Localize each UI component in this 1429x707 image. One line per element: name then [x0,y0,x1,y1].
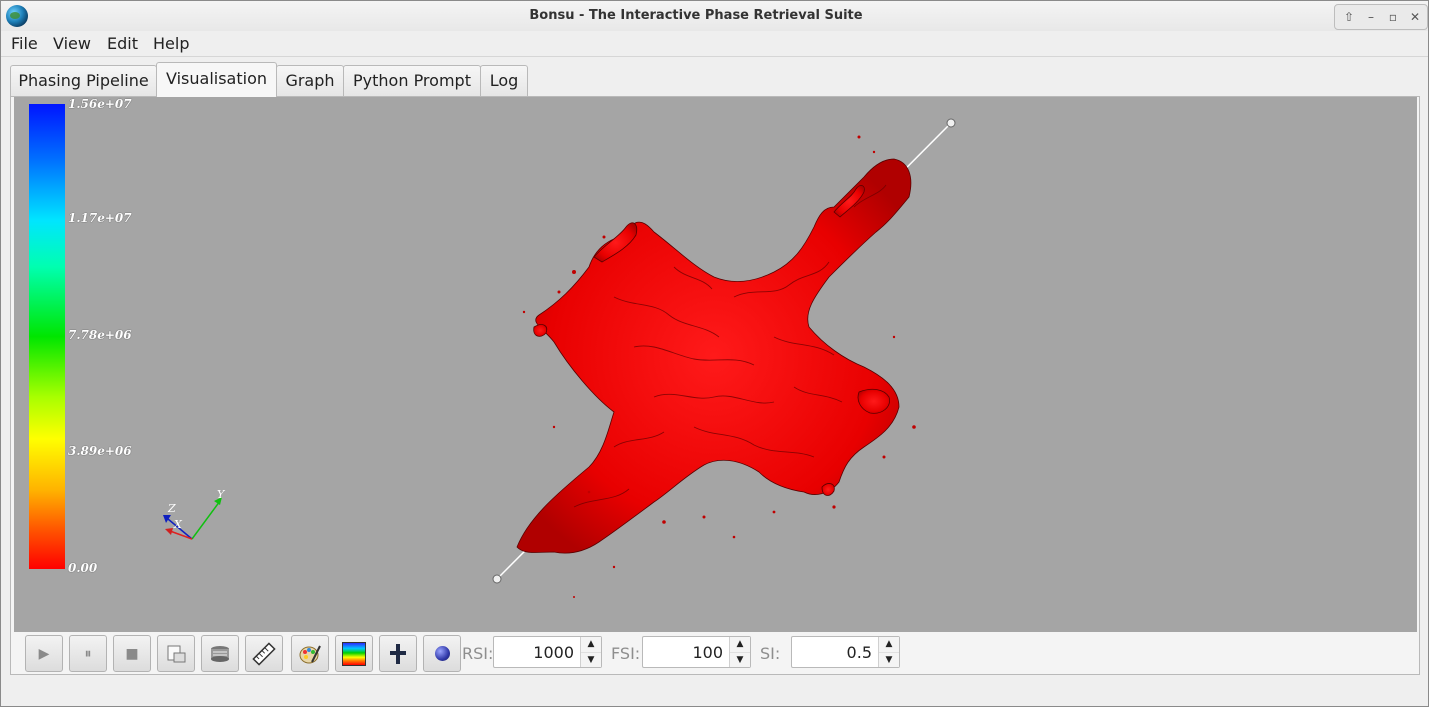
rsi-increment[interactable]: ▲ [587,639,595,649]
fsi-decrement[interactable]: ▼ [730,652,750,668]
stop-icon: ■ [125,645,139,662]
close-icon[interactable]: ✕ [1409,10,1421,24]
color-scale-bar [29,104,65,569]
sphere-icon [424,636,460,671]
measure-ruler-icon [246,636,282,671]
save-image-icon [158,636,194,671]
palette-icon [292,636,328,671]
colorbar-tick-min: 0.00 [68,561,98,575]
maximize-icon[interactable]: ▫ [1388,10,1398,24]
fsi-label: FSI: [611,644,641,663]
fsi-spinbox[interactable]: ▲▼ [642,636,751,668]
palette-button[interactable] [291,635,329,672]
axis-y-label: Y [217,488,226,501]
tab-log[interactable]: Log [480,65,528,96]
pause-button[interactable]: ⏸ [69,635,107,672]
measure-button[interactable] [245,635,283,672]
axis-z-label: Z [167,502,176,515]
menu-bar: File View Edit Help [1,32,1428,56]
colormap-button[interactable] [335,635,373,672]
play-icon: ▶ [38,645,50,662]
play-button[interactable]: ▶ [25,635,63,672]
si-decrement[interactable]: ▼ [879,652,899,668]
data-file-button[interactable] [201,635,239,672]
colormap-icon [336,636,372,671]
stop-button[interactable]: ■ [113,635,151,672]
si-label: SI: [760,644,781,663]
colorbar-tick-2: 7.78e+06 [68,328,132,342]
tab-python-prompt[interactable]: Python Prompt [343,65,481,96]
menu-edit[interactable]: Edit [107,34,138,53]
slice-plane-button[interactable] [379,635,417,672]
menu-view[interactable]: View [53,34,91,53]
tab-phasing-pipeline[interactable]: Phasing Pipeline [10,65,157,96]
tab-graph[interactable]: Graph [276,65,344,96]
menu-file[interactable]: File [11,34,38,53]
slice-plane-icon [380,636,416,671]
menu-help[interactable]: Help [153,34,190,53]
rsi-label: RSI: [462,644,494,663]
minimize-icon[interactable]: – [1368,10,1374,24]
rsi-spinbox[interactable]: ▲▼ [493,636,602,668]
si-input[interactable] [793,638,876,666]
colorbar-tick-max: 1.56e+07 [68,97,132,111]
visualisation-toolbar: ▶ ⏸ ■ [14,634,1417,674]
app-globe-icon [6,5,28,27]
sphere-button[interactable] [423,635,461,672]
keep-above-icon[interactable]: ⇧ [1343,10,1355,24]
pause-icon: ⏸ [84,645,92,662]
fsi-increment[interactable]: ▲ [736,639,744,649]
window-title: Bonsu - The Interactive Phase Retrieval … [529,8,863,23]
menu-divider [1,56,1428,57]
rsi-decrement[interactable]: ▼ [581,652,601,668]
isosurface-render [492,118,956,598]
tab-visualisation[interactable]: Visualisation [156,62,277,97]
window-controls: ⇧ – ▫ ✕ [1334,4,1428,30]
si-spinbox[interactable]: ▲▼ [791,636,900,668]
title-bar: Bonsu - The Interactive Phase Retrieval … [1,1,1428,31]
axis-x-label: X [173,518,183,531]
save-image-button[interactable] [157,635,195,672]
fsi-input[interactable] [644,638,727,666]
si-increment[interactable]: ▲ [885,639,893,649]
colorbar-tick-3: 1.17e+07 [68,211,132,225]
rsi-input[interactable] [495,638,578,666]
orientation-axes: Y Z X [163,488,226,540]
render-viewport[interactable]: 1.56e+07 1.17e+07 7.78e+06 3.89e+06 0.00… [14,97,1417,632]
colorbar-tick-1: 3.89e+06 [68,444,132,458]
data-file-icon [202,636,238,671]
